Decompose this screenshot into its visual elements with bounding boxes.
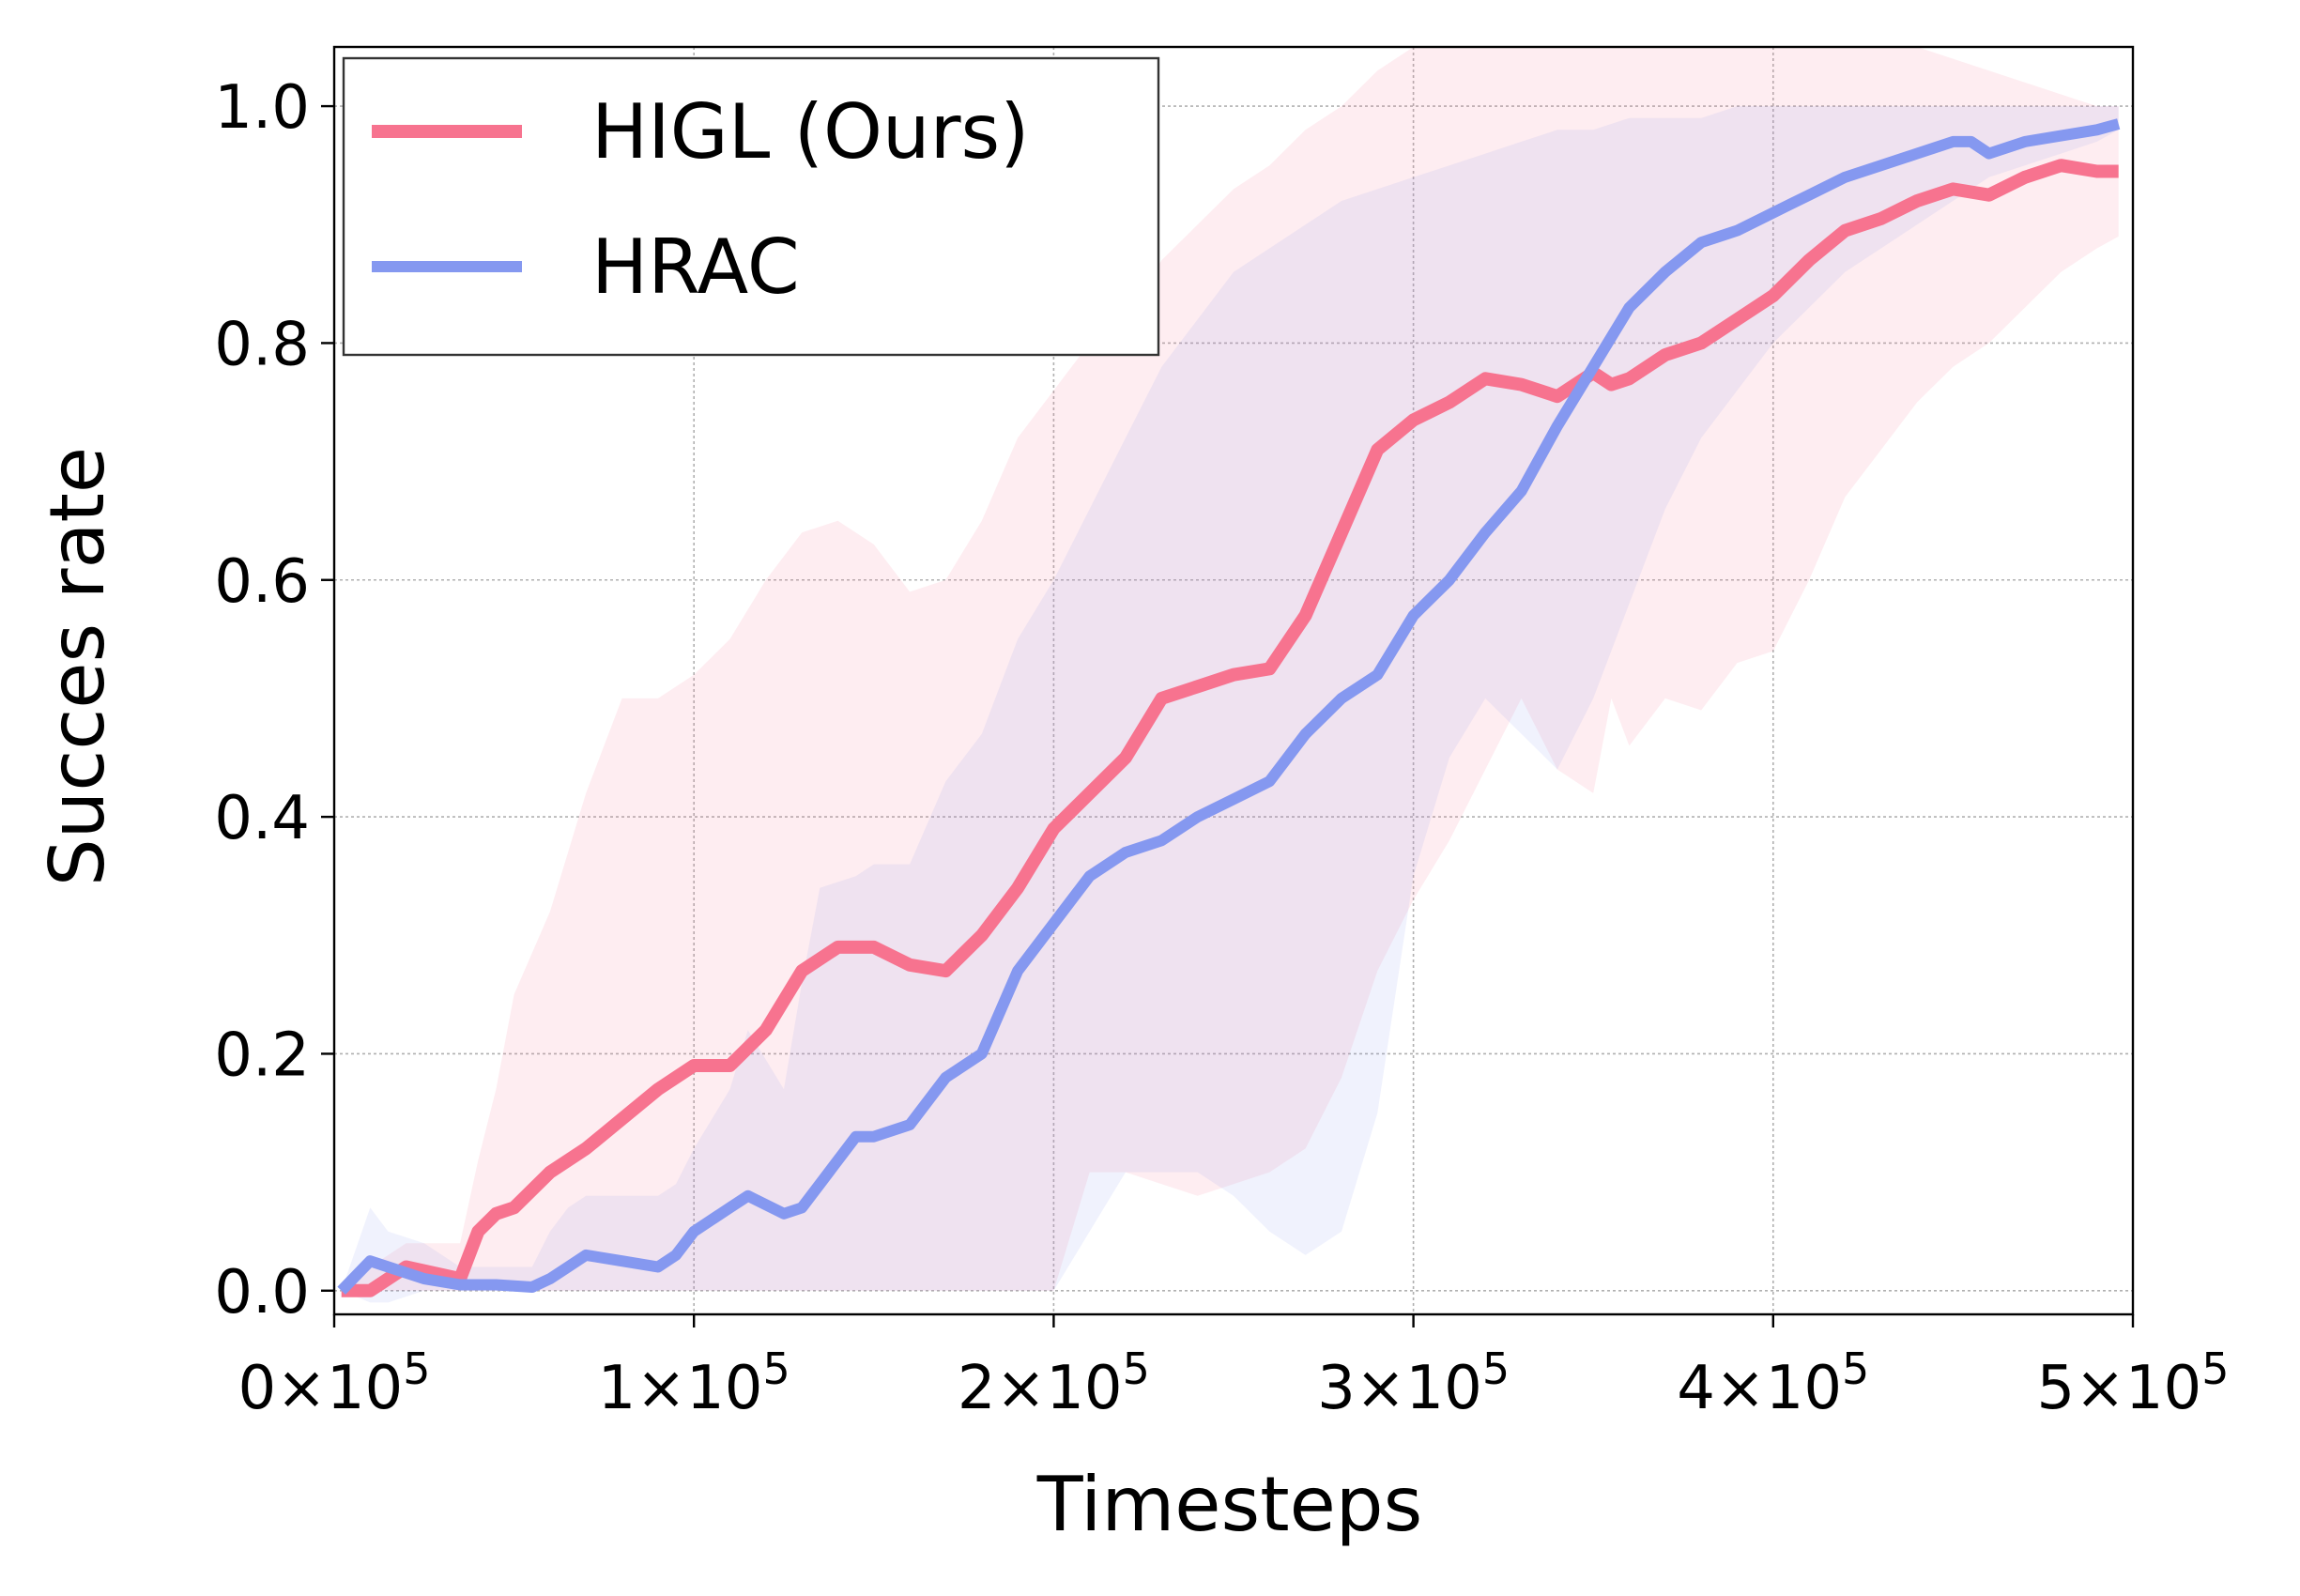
y-axis-ticks: 0.0 0.2 0.4 0.6 0.8 1.0 [214,73,334,1327]
legend-label-hrac: HRAC [591,223,800,311]
y-tick-label: 0.8 [214,310,310,379]
y-tick-label: 0.6 [214,547,310,617]
x-tick-label: 1×105 [598,1343,790,1423]
x-axis-ticks: 0×105 1×105 2×105 3×105 4×105 5×105 [238,1314,2230,1423]
series-band-hrac [341,106,2119,1303]
x-tick-label: 2×105 [958,1343,1150,1423]
x-axis-label: Timesteps [1036,1461,1423,1548]
series-lines [337,118,2121,1297]
x-tick-label: 0×105 [238,1343,430,1423]
y-tick-label: 0.4 [214,784,310,853]
plot-frame [332,45,2135,1316]
series-line-hrac [337,118,2121,1295]
x-tick-label: 3×105 [1317,1343,1510,1423]
y-tick-label: 0.2 [214,1021,310,1090]
y-tick-label: 0.0 [214,1258,310,1327]
x-tick-label: 4×105 [1677,1343,1869,1423]
legend-label-higl: HIGL (Ours) [591,88,1029,176]
y-axis-label: Succes rate [34,447,121,886]
y-tick-label: 1.0 [214,73,310,143]
x-tick-label: 5×105 [2036,1343,2229,1423]
series-line-higl [341,159,2119,1297]
legend-box [342,56,1160,357]
legend: HIGL (Ours) HRAC [342,56,1160,357]
